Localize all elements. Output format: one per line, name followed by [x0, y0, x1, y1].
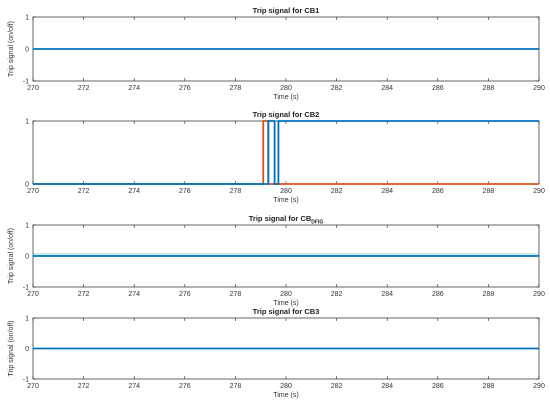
x-tick-label: 278	[230, 291, 242, 298]
y-tick-label: 0	[25, 254, 29, 261]
series-line-1	[33, 120, 539, 185]
y-tick-label: -1	[23, 285, 29, 292]
x-tick-label: 278	[230, 383, 242, 390]
chart-panel-3: 270 272 274 276 278 280 282 284 286 288 290 -1 0 1 Tri…	[8, 214, 545, 307]
x-tick-label: 282	[331, 291, 343, 298]
x-tick-label: 274	[128, 383, 140, 390]
x-tick-label: 272	[78, 188, 90, 195]
chart-panel-4: 270 272 274 276 278 280 282 284 286 288 290 -1 0 1 Tri…	[8, 307, 545, 399]
x-tick-label: 270	[27, 85, 39, 92]
x-tick-label: 282	[331, 383, 343, 390]
x-tick-label: 282	[331, 188, 343, 195]
y-tick-label: 0	[25, 182, 29, 189]
y-axis-label: Trip signal (on/off)	[8, 21, 15, 77]
y-tick-label: -1	[23, 79, 29, 86]
x-tick-label: 286	[432, 291, 444, 298]
x-tick-label: 272	[78, 85, 90, 92]
y-tick-label: 0	[25, 47, 29, 54]
chart-title: Trip signal for CBDFIG	[249, 214, 324, 226]
x-tick-label: 290	[533, 383, 545, 390]
chart-title-text: Trip signal for CB3	[253, 307, 320, 316]
x-tick-label: 276	[179, 85, 191, 92]
x-tick-label: 290	[533, 85, 545, 92]
x-tick-label: 276	[179, 383, 191, 390]
axes-box	[32, 120, 540, 185]
x-tick-label: 286	[432, 85, 444, 92]
x-tick-label: 280	[280, 383, 292, 390]
x-tick-label: 288	[483, 383, 495, 390]
y-tick-label: 1	[25, 316, 29, 323]
x-axis-label: Time (s)	[273, 392, 298, 399]
chart-panel-2: 270 272 274 276 278 280 282 284 286 288 290 0 1 Trip …	[25, 110, 545, 204]
series-line-2	[33, 120, 539, 185]
x-axis-label: Time (s)	[273, 300, 298, 307]
x-tick-label: 280	[280, 85, 292, 92]
x-tick-label: 272	[78, 291, 90, 298]
x-tick-label: 288	[483, 85, 495, 92]
y-axis-label: Trip signal (on/off)	[8, 320, 15, 376]
chart-panel-1: 270 272 274 276 278 280 282 284 286 288 290 -1 0 1 Tri…	[8, 6, 545, 101]
chart-title-subscript: DFIG	[311, 220, 323, 226]
chart-title: Trip signal for CB3	[253, 307, 320, 316]
x-tick-label: 288	[483, 291, 495, 298]
y-tick-label: -1	[23, 377, 29, 384]
chart-title-text: Trip signal for CB2	[253, 110, 320, 119]
x-tick-label: 276	[179, 291, 191, 298]
x-tick-label: 274	[128, 291, 140, 298]
x-tick-label: 290	[533, 188, 545, 195]
y-tick-label: 0	[25, 346, 29, 353]
x-tick-label: 270	[27, 383, 39, 390]
y-tick-label: 1	[25, 119, 29, 126]
x-axis-label: Time (s)	[273, 197, 298, 204]
x-tick-label: 290	[533, 291, 545, 298]
chart-title: Trip signal for CB2	[253, 110, 320, 119]
x-tick-label: 280	[280, 188, 292, 195]
x-tick-label: 278	[230, 188, 242, 195]
y-tick-label: 1	[25, 15, 29, 22]
x-axis-label: Time (s)	[273, 94, 298, 101]
x-tick-label: 270	[27, 188, 39, 195]
x-tick-label: 286	[432, 188, 444, 195]
x-tick-label: 282	[331, 85, 343, 92]
x-tick-label: 284	[381, 383, 393, 390]
x-tick-label: 288	[483, 188, 495, 195]
x-tick-label: 276	[179, 188, 191, 195]
x-tick-label: 284	[381, 85, 393, 92]
x-tick-label: 286	[432, 383, 444, 390]
chart-title-text: Trip signal for CB	[249, 214, 312, 223]
chart-title: Trip signal for CB1	[253, 6, 320, 15]
x-tick-label: 272	[78, 383, 90, 390]
y-axis-label: Trip signal (on/off)	[8, 228, 15, 284]
y-tick-label: 1	[25, 223, 29, 230]
x-tick-label: 274	[128, 85, 140, 92]
x-tick-label: 278	[230, 85, 242, 92]
x-tick-label: 284	[381, 291, 393, 298]
x-tick-label: 280	[280, 291, 292, 298]
x-tick-label: 284	[381, 188, 393, 195]
x-tick-label: 274	[128, 188, 140, 195]
chart-title-text: Trip signal for CB1	[253, 6, 320, 15]
x-tick-label: 270	[27, 291, 39, 298]
signal-band	[33, 252, 539, 256]
